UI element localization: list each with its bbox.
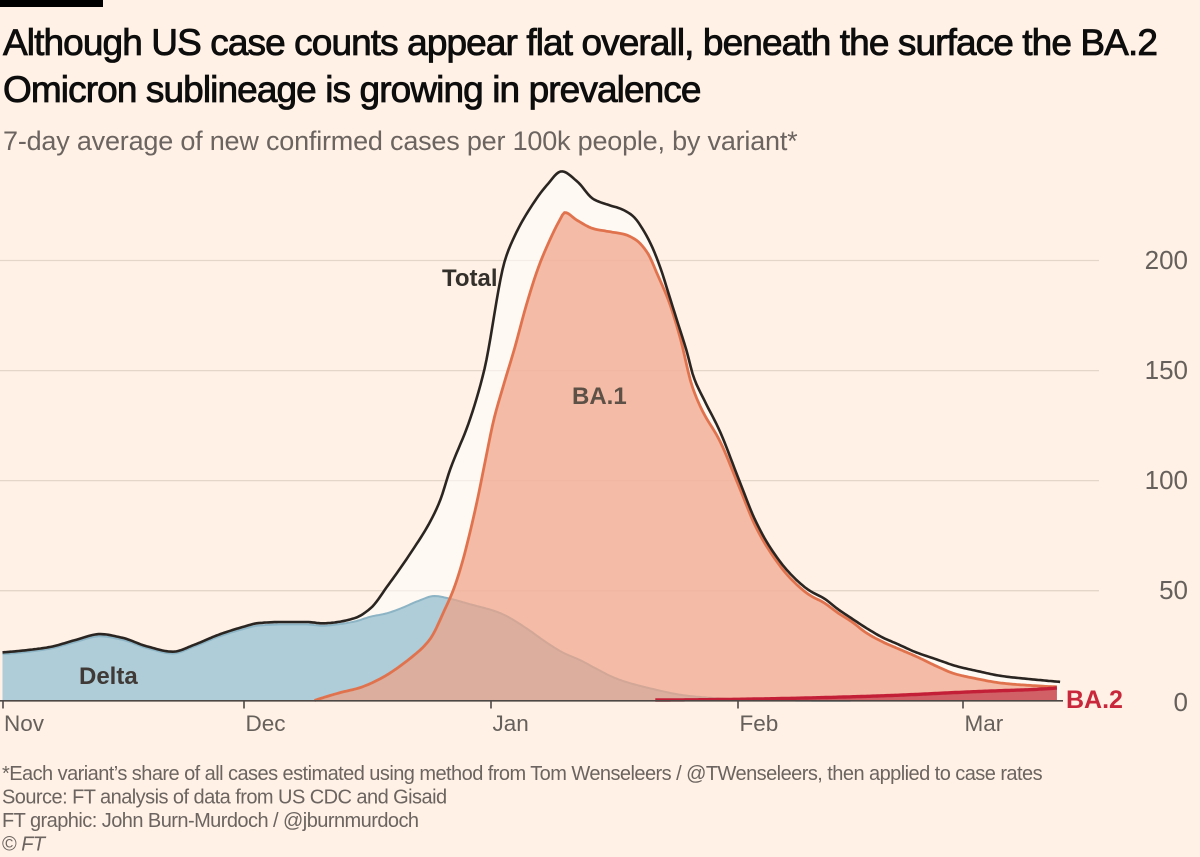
- svg-text:0: 0: [1174, 687, 1188, 717]
- svg-text:Dec: Dec: [246, 711, 286, 736]
- svg-text:Delta: Delta: [79, 663, 138, 690]
- svg-text:Feb: Feb: [740, 711, 779, 736]
- svg-text:Omicron sublineage is growing: Omicron sublineage is growing in prevale…: [3, 69, 701, 110]
- svg-text:BA.2: BA.2: [1066, 686, 1123, 714]
- svg-text:*Each variant’s share of all c: *Each variant’s share of all cases estim…: [2, 763, 1043, 785]
- svg-text:FT graphic: John Burn-Murdoch: FT graphic: John Burn-Murdoch / @jburnmu…: [2, 810, 419, 832]
- svg-text:Nov: Nov: [4, 711, 45, 736]
- svg-text:7-day average of new confirmed: 7-day average of new confirmed cases per…: [3, 126, 798, 156]
- svg-text:Source: FT analysis of data fr: Source: FT analysis of data from US CDC …: [2, 787, 447, 809]
- svg-text:Jan: Jan: [493, 711, 529, 736]
- svg-text:Although US case counts appear: Although US case counts appear flat over…: [3, 22, 1157, 63]
- svg-text:BA.1: BA.1: [572, 383, 627, 410]
- svg-text:150: 150: [1145, 355, 1188, 385]
- svg-text:50: 50: [1159, 575, 1188, 605]
- svg-text:Total: Total: [442, 265, 498, 292]
- svg-text:100: 100: [1145, 465, 1188, 495]
- svg-text:200: 200: [1145, 245, 1188, 275]
- svg-text:© FT: © FT: [2, 834, 47, 856]
- svg-text:Mar: Mar: [965, 711, 1004, 736]
